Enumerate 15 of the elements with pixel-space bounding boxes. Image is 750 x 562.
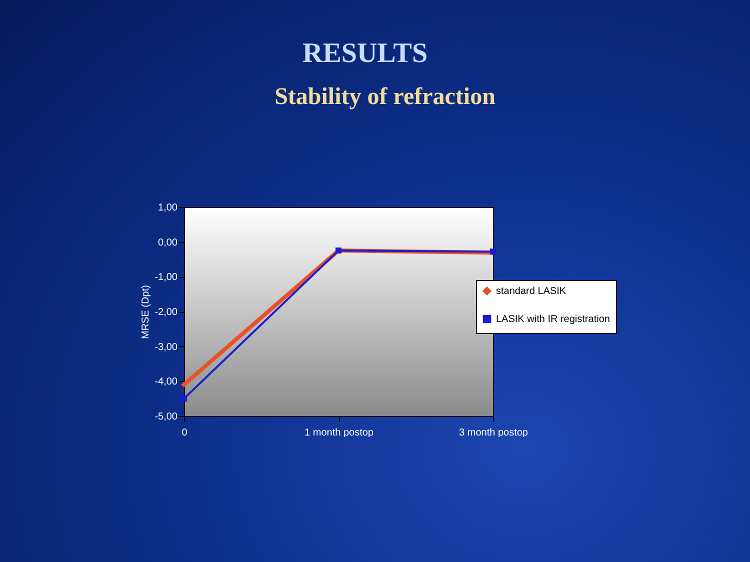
point bbox=[181, 382, 187, 388]
point bbox=[181, 396, 187, 402]
y-tick-label: -3,00 bbox=[154, 342, 178, 353]
chart-title: RESULTS bbox=[301, 38, 429, 70]
y-tick-label: 0,00 bbox=[158, 237, 178, 248]
chart-subtitle: Stability of refraction bbox=[274, 84, 496, 111]
y-tick-label: 1,00 bbox=[158, 202, 178, 214]
y-tick-label: -4,00 bbox=[154, 376, 178, 388]
legend-label: standard LASIK bbox=[496, 286, 566, 297]
y-tick-label: -1,00 bbox=[154, 272, 178, 284]
y-tick-label: -2,00 bbox=[154, 307, 178, 318]
y-tick-label: -5,00 bbox=[154, 412, 178, 422]
legend-label: LASIK with IR registration bbox=[496, 314, 610, 325]
y-axis-title: MRSE (Dpt) bbox=[140, 285, 152, 339]
x-tick-label: 0 bbox=[182, 428, 188, 438]
